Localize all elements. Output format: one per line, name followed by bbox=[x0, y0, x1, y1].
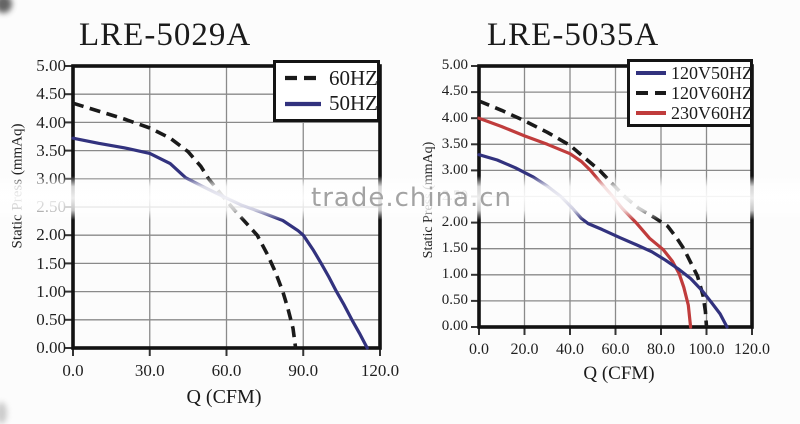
legend-right: 120V50HZ 120V60HZ 230V60HZ bbox=[627, 59, 753, 127]
corner-smudge-bottom-left bbox=[0, 402, 7, 424]
y-tick-label: 4.00 bbox=[36, 112, 66, 132]
y-tick-label: 3.50 bbox=[441, 135, 468, 152]
y-tick-label: 0.50 bbox=[441, 292, 468, 309]
watermark-band: trade.china.cn bbox=[0, 176, 800, 220]
x-tick-label: 60.0 bbox=[601, 341, 630, 358]
x-tick-label: 0.0 bbox=[62, 361, 84, 380]
x-axis-label-right: Q (CFM) bbox=[583, 363, 655, 384]
legend-item: 120V50HZ bbox=[636, 63, 753, 83]
x-tick-label: 40.0 bbox=[556, 341, 584, 358]
y-tick-label: 4.50 bbox=[36, 84, 66, 104]
y-tick-label: 2.00 bbox=[36, 225, 66, 245]
chart-title-left: LRE-5029A bbox=[79, 17, 252, 53]
y-tick-label: 1.00 bbox=[441, 266, 468, 283]
y-tick-label: 4.00 bbox=[441, 109, 468, 126]
y-tick-label: 3.50 bbox=[36, 140, 66, 160]
solid-line-swatch bbox=[636, 111, 666, 115]
curve-50HZ bbox=[71, 136, 369, 350]
x-tick-label: 90.0 bbox=[288, 361, 319, 380]
x-tick-label: 0.0 bbox=[469, 341, 489, 358]
legend-label: 120V50HZ bbox=[671, 63, 753, 83]
legend-item: 120V60HZ bbox=[636, 83, 753, 103]
legend-item: 50HZ bbox=[285, 91, 378, 116]
dashed-line-swatch bbox=[636, 91, 666, 95]
x-tick-label: 20.0 bbox=[510, 341, 539, 358]
chart-title-right: LRE-5035A bbox=[487, 17, 660, 53]
legend-label: 120V60HZ bbox=[671, 83, 753, 103]
y-tick-label: 5.00 bbox=[441, 57, 468, 74]
x-axis-label-left: Q (CFM) bbox=[186, 386, 262, 408]
legend-left: 60HZ 50HZ bbox=[273, 60, 380, 122]
legend-label: 50HZ bbox=[329, 91, 378, 116]
legend-item: 60HZ bbox=[285, 65, 378, 90]
legend-label: 230V60HZ bbox=[671, 103, 753, 123]
x-tick-label: 30.0 bbox=[134, 361, 165, 380]
y-tick-label: 5.00 bbox=[36, 56, 66, 76]
x-tick-label: 80.0 bbox=[647, 341, 675, 358]
solid-line-swatch bbox=[285, 101, 321, 106]
watermark-text: trade.china.cn bbox=[311, 183, 513, 213]
corner-smudge-top-left bbox=[0, 0, 12, 13]
x-tick-label: 60.0 bbox=[211, 361, 242, 380]
y-tick-label: 1.00 bbox=[36, 281, 66, 301]
y-tick-label: 3.00 bbox=[441, 161, 468, 178]
y-tick-label: 4.50 bbox=[441, 83, 468, 100]
legend-label: 60HZ bbox=[329, 65, 378, 90]
y-tick-label: 0.50 bbox=[36, 309, 66, 329]
x-tick-label: 120.0 bbox=[734, 341, 770, 358]
y-tick-label: 1.50 bbox=[36, 253, 66, 273]
y-tick-label: 0.00 bbox=[441, 318, 468, 335]
curve-60HZ bbox=[72, 101, 298, 349]
solid-line-swatch bbox=[636, 71, 666, 75]
dashed-line-swatch bbox=[285, 76, 321, 81]
y-tick-label: 0.00 bbox=[36, 338, 66, 358]
x-tick-label: 100.0 bbox=[688, 341, 725, 358]
legend-item: 230V60HZ bbox=[636, 103, 753, 123]
y-tick-label: 1.50 bbox=[441, 240, 468, 256]
x-tick-label: 120.0 bbox=[360, 361, 400, 380]
